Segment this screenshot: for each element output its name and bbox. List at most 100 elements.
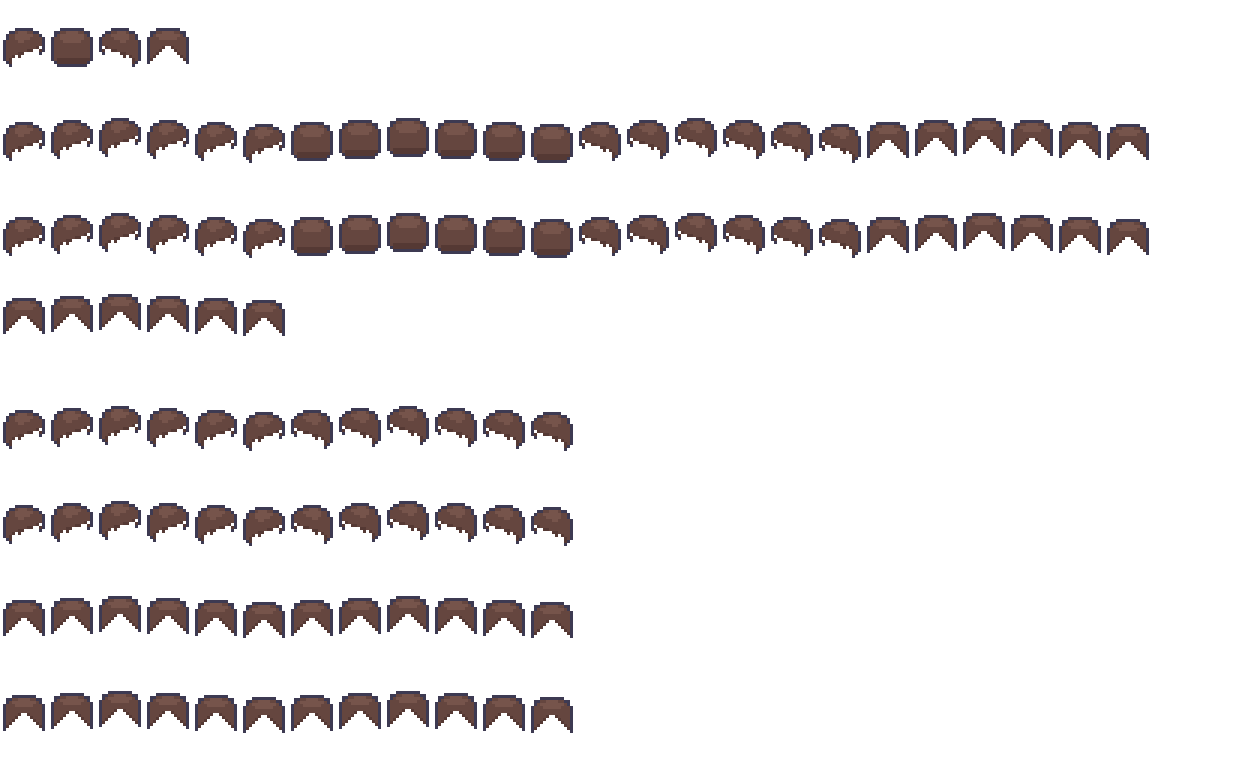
hair-sprite-front-icon xyxy=(147,693,189,729)
hair-sprite-front-icon xyxy=(1011,120,1053,156)
hair-sprite-back-icon xyxy=(531,124,573,163)
hair-sprite-right-icon xyxy=(771,217,813,256)
hair-sprite-right-icon xyxy=(819,124,861,163)
hair-sprite-left-icon xyxy=(147,215,189,254)
hair-sprite-front-icon xyxy=(3,298,45,334)
hair-sprite-front-icon xyxy=(915,120,957,156)
hair-sprite-front-icon xyxy=(435,598,477,634)
hair-sprite-front-icon xyxy=(99,294,141,330)
hair-sprite-left-icon xyxy=(147,503,189,542)
hair-sprite-left-icon xyxy=(51,120,93,159)
hair-sprite-right-icon xyxy=(483,410,525,449)
hair-sprite-front-icon xyxy=(51,296,93,332)
hair-sprite-front-icon xyxy=(51,598,93,634)
hair-sprite-front-icon xyxy=(867,217,909,253)
hair-sprite-back-icon xyxy=(339,120,381,159)
hair-sprite-left-icon xyxy=(243,412,285,451)
hair-sprite-front-icon xyxy=(243,602,285,638)
hair-sprite-left-icon xyxy=(195,122,237,161)
hair-sprite-back-icon xyxy=(291,122,333,161)
hair-sprite-back-icon xyxy=(435,215,477,254)
hair-sprite-left-icon xyxy=(99,118,141,157)
hair-sprite-front-icon xyxy=(387,596,429,632)
hair-sprite-right-icon xyxy=(387,406,429,445)
hair-sprite-front-icon xyxy=(963,213,1005,249)
hair-sprite-left-icon xyxy=(195,410,237,449)
hair-sprite-right-icon xyxy=(627,120,669,159)
hair-sprite-front-icon xyxy=(243,300,285,336)
hair-sprite-front-icon xyxy=(1107,219,1149,255)
hair-sprite-front-icon xyxy=(3,695,45,731)
hair-sprite-front-icon xyxy=(147,598,189,634)
hair-sprite-front-icon xyxy=(51,693,93,729)
hair-sprite-right-icon xyxy=(291,505,333,544)
hair-sprite-right-icon xyxy=(435,503,477,542)
hair-sprite-right-icon xyxy=(387,501,429,540)
hair-sprite-left-icon xyxy=(51,408,93,447)
hair-sprite-right-icon xyxy=(531,412,573,451)
hair-sprite-right-icon xyxy=(483,505,525,544)
hair-sprite-back-icon xyxy=(51,28,93,67)
hair-sprite-front-icon xyxy=(387,691,429,727)
hair-sprite-back-icon xyxy=(291,217,333,256)
hair-sprite-front-icon xyxy=(531,602,573,638)
hair-sprite-front-icon xyxy=(243,697,285,733)
hair-sprite-front-icon xyxy=(195,695,237,731)
hair-sprite-left-icon xyxy=(243,124,285,163)
hair-sprite-left-icon xyxy=(195,217,237,256)
hair-sprite-front-icon xyxy=(963,118,1005,154)
hair-sprite-front-icon xyxy=(1059,217,1101,253)
hair-sprite-left-icon xyxy=(147,408,189,447)
hair-sprite-front-icon xyxy=(147,28,189,64)
hair-sprite-left-icon xyxy=(99,213,141,252)
hair-sprite-front-icon xyxy=(3,600,45,636)
hair-sprite-front-icon xyxy=(195,600,237,636)
hair-sprite-right-icon xyxy=(339,408,381,447)
hair-sprite-right-icon xyxy=(531,507,573,546)
hair-sprite-left-icon xyxy=(243,219,285,258)
hair-sprite-back-icon xyxy=(387,118,429,157)
hair-sprite-right-icon xyxy=(627,215,669,254)
hair-sprite-front-icon xyxy=(99,691,141,727)
hair-sprite-front-icon xyxy=(1059,122,1101,158)
hair-sprite-left-icon xyxy=(51,503,93,542)
hair-sprite-front-icon xyxy=(531,697,573,733)
hair-sprite-right-icon xyxy=(435,408,477,447)
hair-sprite-front-icon xyxy=(99,596,141,632)
hair-sprite-right-icon xyxy=(339,503,381,542)
hair-sprite-front-icon xyxy=(915,215,957,251)
hair-sprite-left-icon xyxy=(243,507,285,546)
hair-sprite-right-icon xyxy=(99,28,141,67)
hair-sprite-right-icon xyxy=(675,118,717,157)
hair-sprite-front-icon xyxy=(291,600,333,636)
hair-sprite-front-icon xyxy=(483,600,525,636)
hair-sprite-right-icon xyxy=(579,122,621,161)
hair-sprite-front-icon xyxy=(147,296,189,332)
hair-sprite-left-icon xyxy=(51,215,93,254)
hair-sprite-right-icon xyxy=(579,217,621,256)
hair-sprite-right-icon xyxy=(675,213,717,252)
hair-sprite-left-icon xyxy=(99,501,141,540)
hair-sprite-front-icon xyxy=(435,693,477,729)
hair-sprite-back-icon xyxy=(483,122,525,161)
hair-sprite-front-icon xyxy=(339,693,381,729)
hair-sprite-front-icon xyxy=(483,695,525,731)
hair-sprite-front-icon xyxy=(195,298,237,334)
hair-sprite-back-icon xyxy=(483,217,525,256)
hair-sprite-left-icon xyxy=(3,410,45,449)
hair-sprite-back-icon xyxy=(435,120,477,159)
hair-sprite-right-icon xyxy=(723,120,765,159)
hair-sprite-left-icon xyxy=(195,505,237,544)
hair-sprite-front-icon xyxy=(1011,215,1053,251)
hair-sprite-front-icon xyxy=(867,122,909,158)
hair-sprite-right-icon xyxy=(819,219,861,258)
hair-sprite-left-icon xyxy=(3,28,45,67)
hair-sprite-back-icon xyxy=(387,213,429,252)
hair-sprite-back-icon xyxy=(531,219,573,258)
hair-sprite-left-icon xyxy=(99,406,141,445)
hair-sprite-left-icon xyxy=(3,122,45,161)
hair-sprite-right-icon xyxy=(723,215,765,254)
hair-sprite-front-icon xyxy=(339,598,381,634)
hair-sprite-left-icon xyxy=(3,217,45,256)
